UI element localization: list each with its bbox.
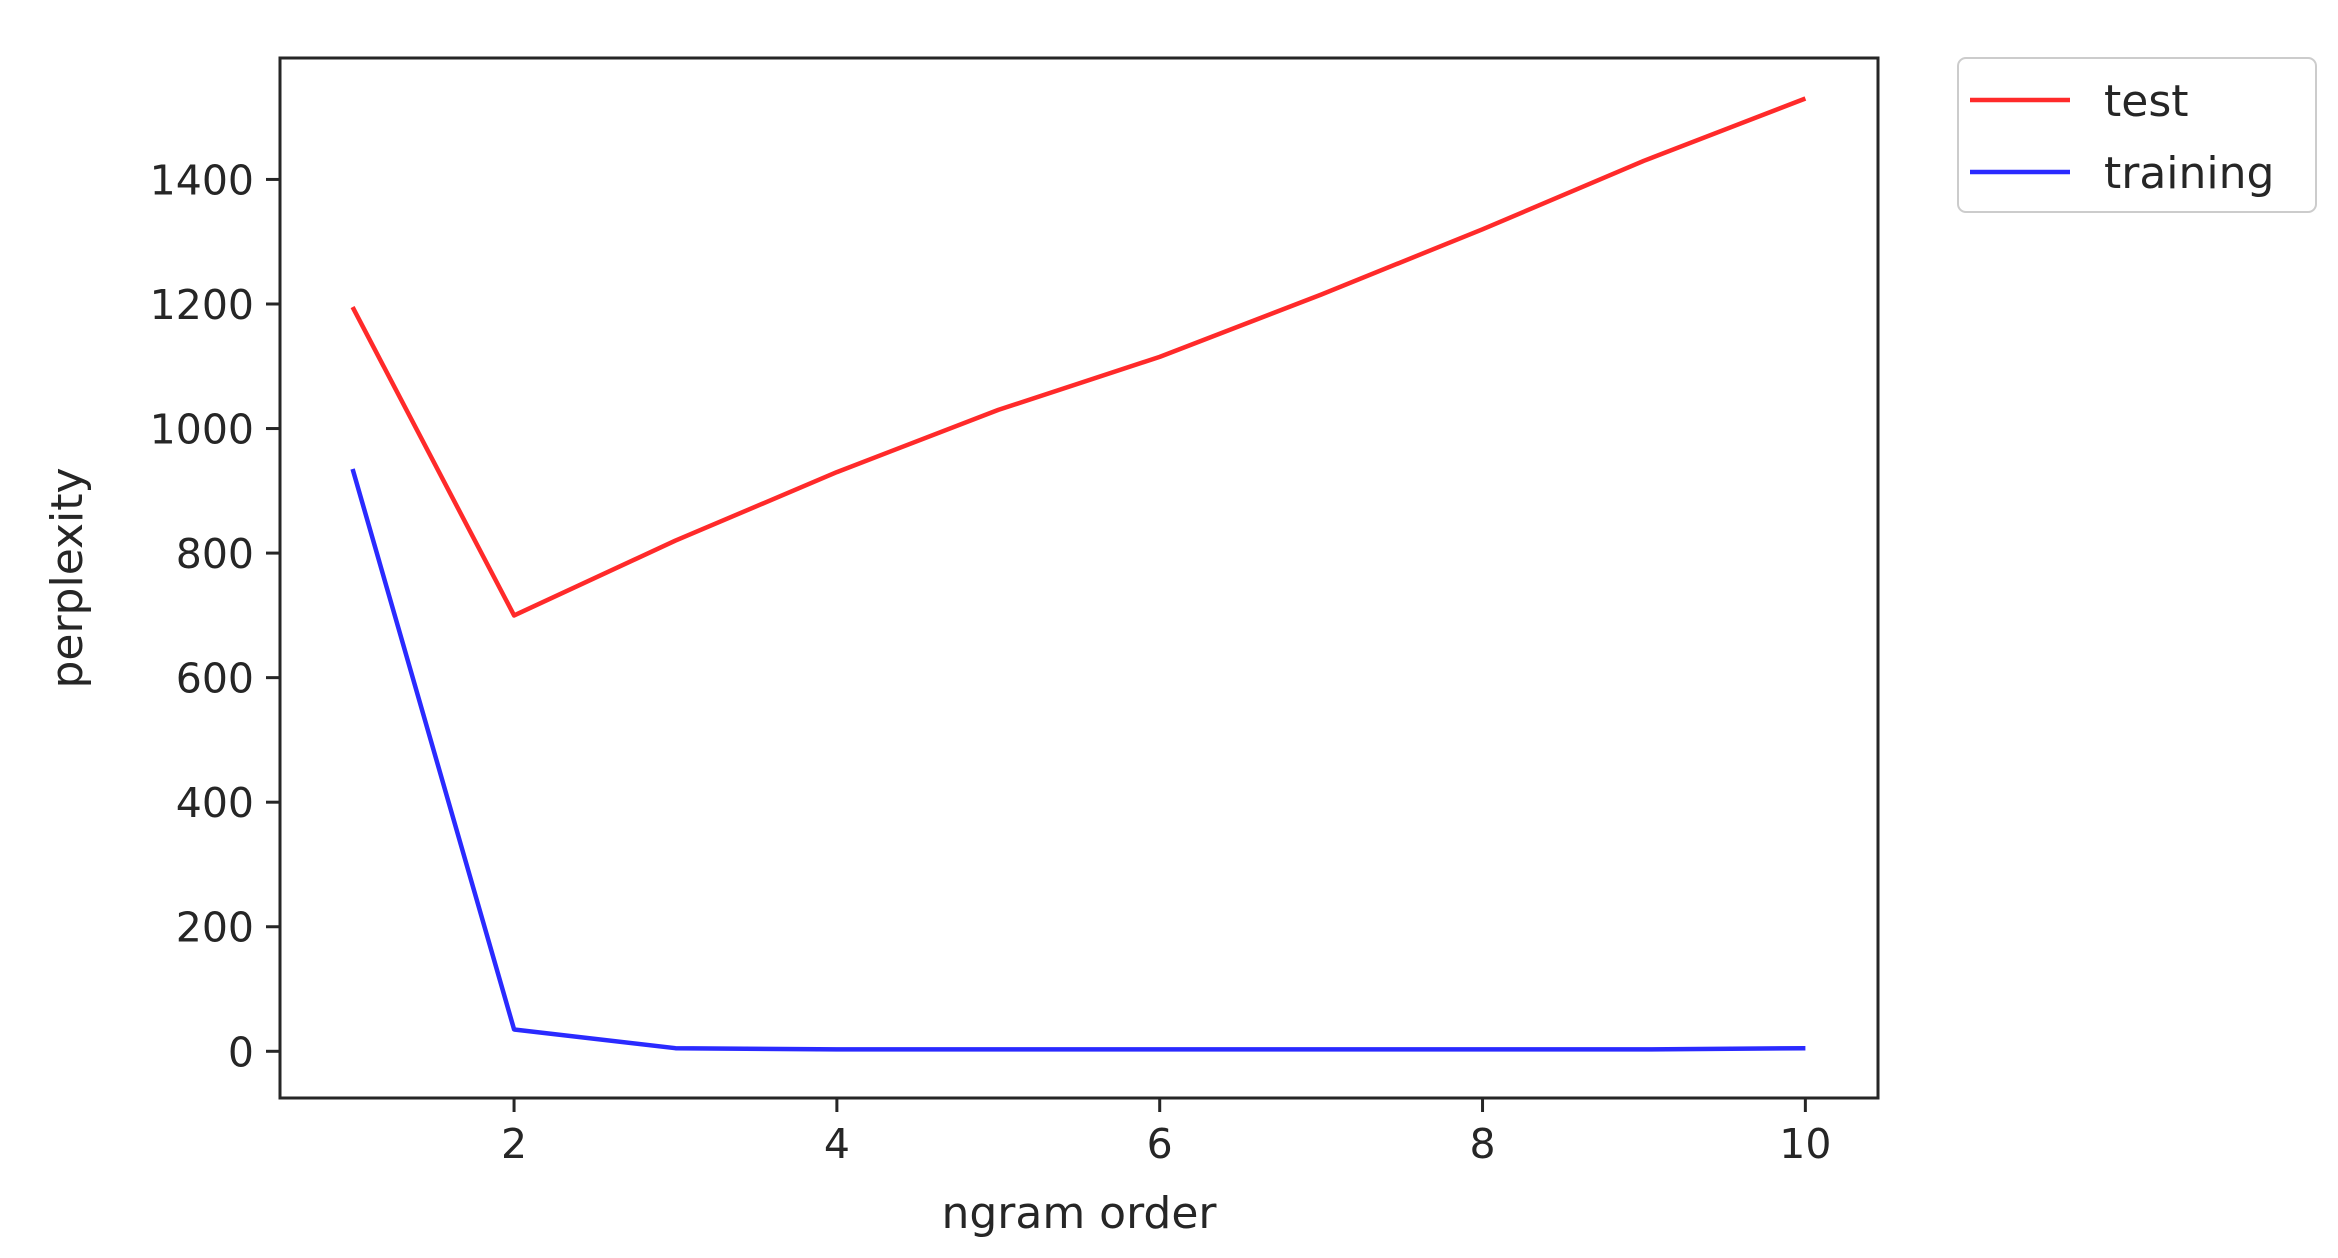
series-line-training xyxy=(350,468,1806,1052)
y-tick-label: 1400 xyxy=(150,156,254,204)
y-tick-label: 0 xyxy=(228,1028,254,1076)
x-axis-ticks: 2 4 6 8 10 xyxy=(501,1098,1831,1168)
x-tick-label: 8 xyxy=(1469,1120,1495,1168)
legend-label-training: training xyxy=(2104,148,2274,199)
y-tick-label: 800 xyxy=(176,530,254,578)
y-tick-label: 1000 xyxy=(150,406,254,454)
y-tick-label: 400 xyxy=(176,779,254,827)
x-tick-label: 2 xyxy=(501,1120,527,1168)
plot-area xyxy=(278,56,1880,1100)
y-tick-label: 1200 xyxy=(150,281,254,329)
y-tick-label: 600 xyxy=(176,655,254,703)
x-axis-label: ngram order xyxy=(941,1188,1217,1239)
x-tick-label: 6 xyxy=(1147,1120,1173,1168)
x-tick-label: 4 xyxy=(824,1120,850,1168)
series-line-test xyxy=(350,96,1807,618)
y-axis-label: perplexity xyxy=(42,467,93,688)
legend-label-test: test xyxy=(2104,76,2189,127)
plot-frame xyxy=(278,56,1880,1100)
legend: test training xyxy=(1957,57,2317,213)
y-axis-ticks: 0 200 400 600 800 1000 1200 1400 xyxy=(150,156,280,1076)
y-tick-label: 200 xyxy=(176,904,254,952)
x-tick-label: 10 xyxy=(1779,1120,1831,1168)
series-layer xyxy=(350,96,1807,1052)
